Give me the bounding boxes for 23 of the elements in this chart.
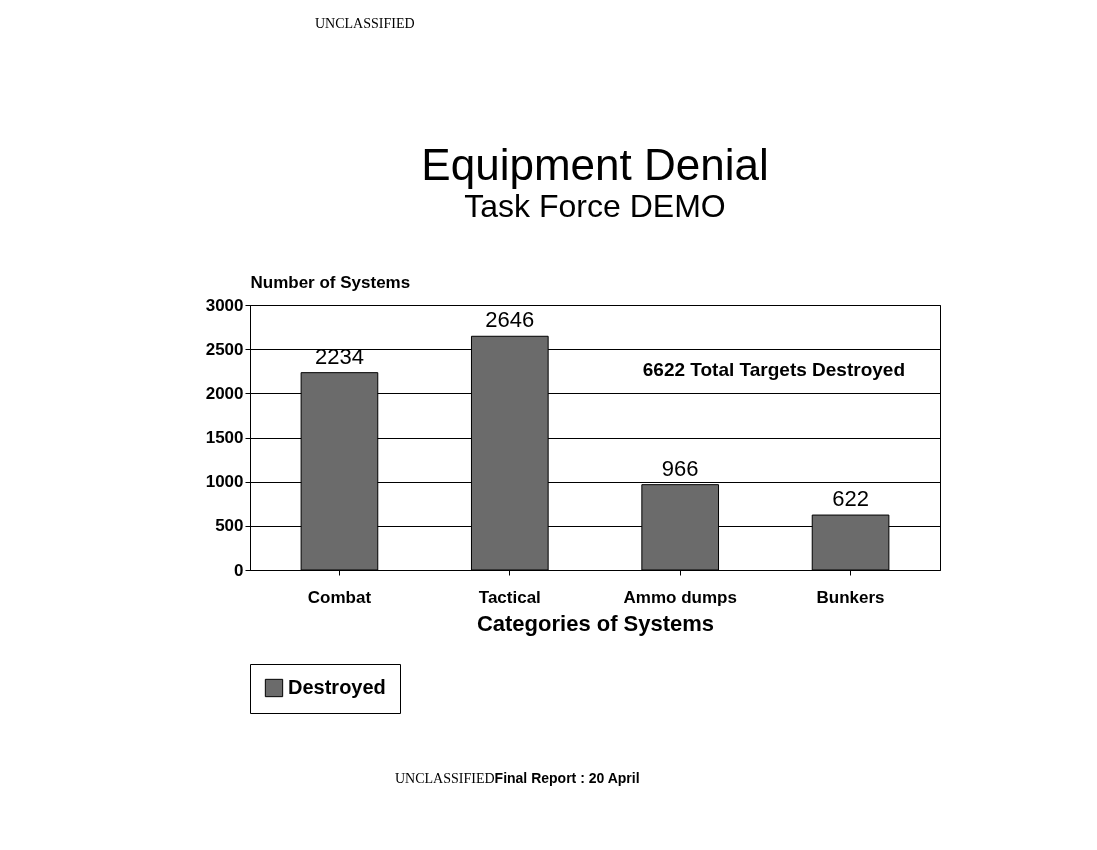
chart-title: Equipment Denial xyxy=(421,140,769,189)
x-tick-label: Combat xyxy=(307,587,372,607)
x-tick-label: Ammo dumps xyxy=(623,587,737,607)
y-tick-label: 1500 xyxy=(205,428,244,447)
y-tick-label: 0 xyxy=(234,560,244,580)
y-tick-label: 1000 xyxy=(205,472,244,492)
legend-label: Destroyed xyxy=(288,676,386,698)
y-tick-label: 500 xyxy=(215,516,244,536)
data-label: 2646 xyxy=(485,307,535,333)
text: UNCLASSIFIED xyxy=(315,16,415,32)
x-tick-label: Bunkers xyxy=(816,587,885,607)
text: Final Report : 20 April xyxy=(494,770,640,786)
text: UNCLASSIFIED xyxy=(395,771,495,786)
annotation: 6622 Total Targets Destroyed xyxy=(642,359,905,380)
y-tick-label: 2000 xyxy=(205,383,244,403)
chart-subtitle: Task Force DEMO xyxy=(464,188,726,224)
data-label: 966 xyxy=(661,455,699,481)
y-axis-title: Number of Systems xyxy=(250,272,411,292)
y-tick-label: 2500 xyxy=(205,339,244,359)
x-axis-title: Categories of Systems xyxy=(476,610,715,636)
data-label: 622 xyxy=(832,486,869,512)
x-tick-label: Tactical xyxy=(478,587,541,607)
y-tick-label: 3000 xyxy=(205,295,244,315)
